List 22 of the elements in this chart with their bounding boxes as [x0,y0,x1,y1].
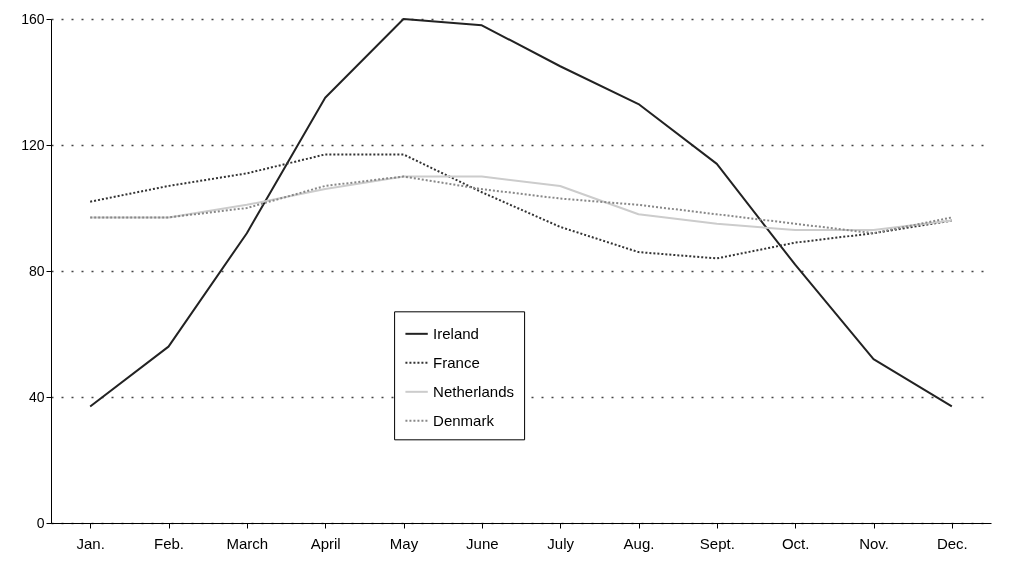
x-tick-label: May [389,534,419,552]
legend-label: Ireland [433,324,479,342]
y-tick-label: 160 [21,10,45,27]
x-tick-label: Nov. [859,534,889,552]
x-tick-label: Jan. [76,534,105,552]
x-tick-label: Feb. [153,534,185,552]
y-tick-label: 0 [36,514,45,531]
legend-label: Denmark [433,411,495,429]
legend-label: France [433,353,480,371]
y-tick-label: 40 [28,388,45,405]
y-tick-label: 80 [28,262,45,279]
x-tick-label: June [466,534,499,552]
x-tick-label: March [226,534,269,552]
x-tick-label: July [547,534,575,552]
legend-label: Netherlands [433,382,514,400]
x-tick-label: Sept. [699,534,735,552]
line-series [89,18,953,408]
x-tick-label: April [310,534,341,552]
x-tick-label: Dec. [936,534,968,552]
x-tick-label: Oct. [781,534,810,552]
x-tick-label: Aug. [623,534,655,552]
y-tick-label: 120 [21,136,45,153]
